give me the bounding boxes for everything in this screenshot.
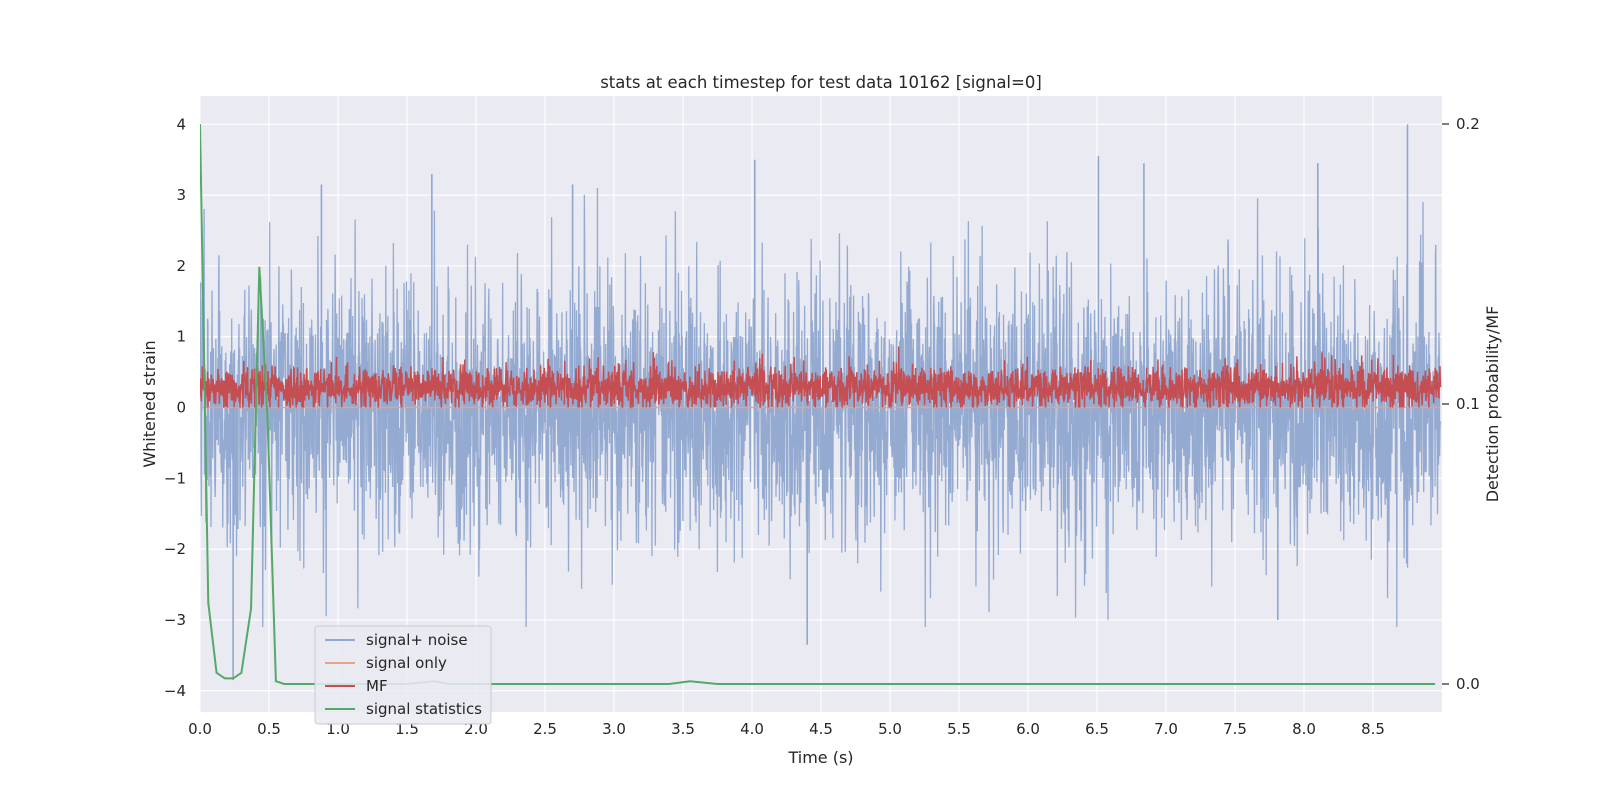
x-tick-label: 8.0 [1292, 720, 1316, 738]
x-tick-label: 7.5 [1223, 720, 1247, 738]
y-tick-label: −3 [164, 611, 186, 629]
y2-axis-label: Detection probability/MF [1483, 306, 1502, 503]
legend-label-signal-statistics: signal statistics [366, 700, 482, 718]
x-tick-label: 4.5 [809, 720, 833, 738]
y2-tick-label: 0.2 [1456, 115, 1480, 133]
x-axis: 0.0 0.5 1.0 1.5 2.0 2.5 3.0 3.5 4.0 4.5 5.0 5.5 6.0 6… [188, 720, 1385, 738]
y2-tick-label: 0.1 [1456, 395, 1480, 413]
chart-title: stats at each timestep for test data 101… [600, 73, 1042, 92]
x-tick-label: 6.0 [1016, 720, 1040, 738]
y-axis-label: Whitened strain [140, 340, 159, 467]
y-tick-label: 0 [176, 399, 186, 417]
y-tick-label: −4 [164, 682, 186, 700]
y-axis-left: −4 −3 −2 −1 0 1 2 3 4 [164, 115, 186, 699]
x-tick-label: 6.5 [1085, 720, 1109, 738]
legend-label-mf: MF [366, 677, 388, 695]
y-tick-label: 2 [176, 257, 186, 275]
x-tick-label: 5.0 [878, 720, 902, 738]
x-tick-label: 7.0 [1154, 720, 1178, 738]
x-tick-label: 0.5 [257, 720, 281, 738]
y-axis-right: 0.0 0.1 0.2 [1442, 115, 1480, 693]
series-line-mf [200, 346, 1442, 409]
legend-label-signal-noise: signal+ noise [366, 631, 468, 649]
x-tick-label: 5.5 [947, 720, 971, 738]
x-tick-label: 3.5 [671, 720, 695, 738]
y-tick-label: 3 [176, 186, 186, 204]
x-axis-label: Time (s) [787, 748, 853, 767]
x-tick-label: 3.0 [602, 720, 626, 738]
legend-label-signal-only: signal only [366, 654, 447, 672]
x-tick-label: 8.5 [1361, 720, 1385, 738]
legend-box [314, 625, 492, 725]
y-tick-label: −1 [164, 469, 186, 487]
y-tick-label: 1 [176, 328, 186, 346]
y2-tick-label: 0.0 [1456, 675, 1480, 693]
y-tick-label: −2 [164, 540, 186, 558]
x-tick-label: 2.5 [533, 720, 557, 738]
y-tick-label: 4 [176, 115, 186, 133]
x-tick-label: 0.0 [188, 720, 212, 738]
x-tick-label: 4.0 [740, 720, 764, 738]
legend: signal+ noise signal only MF signal stat… [314, 625, 492, 725]
